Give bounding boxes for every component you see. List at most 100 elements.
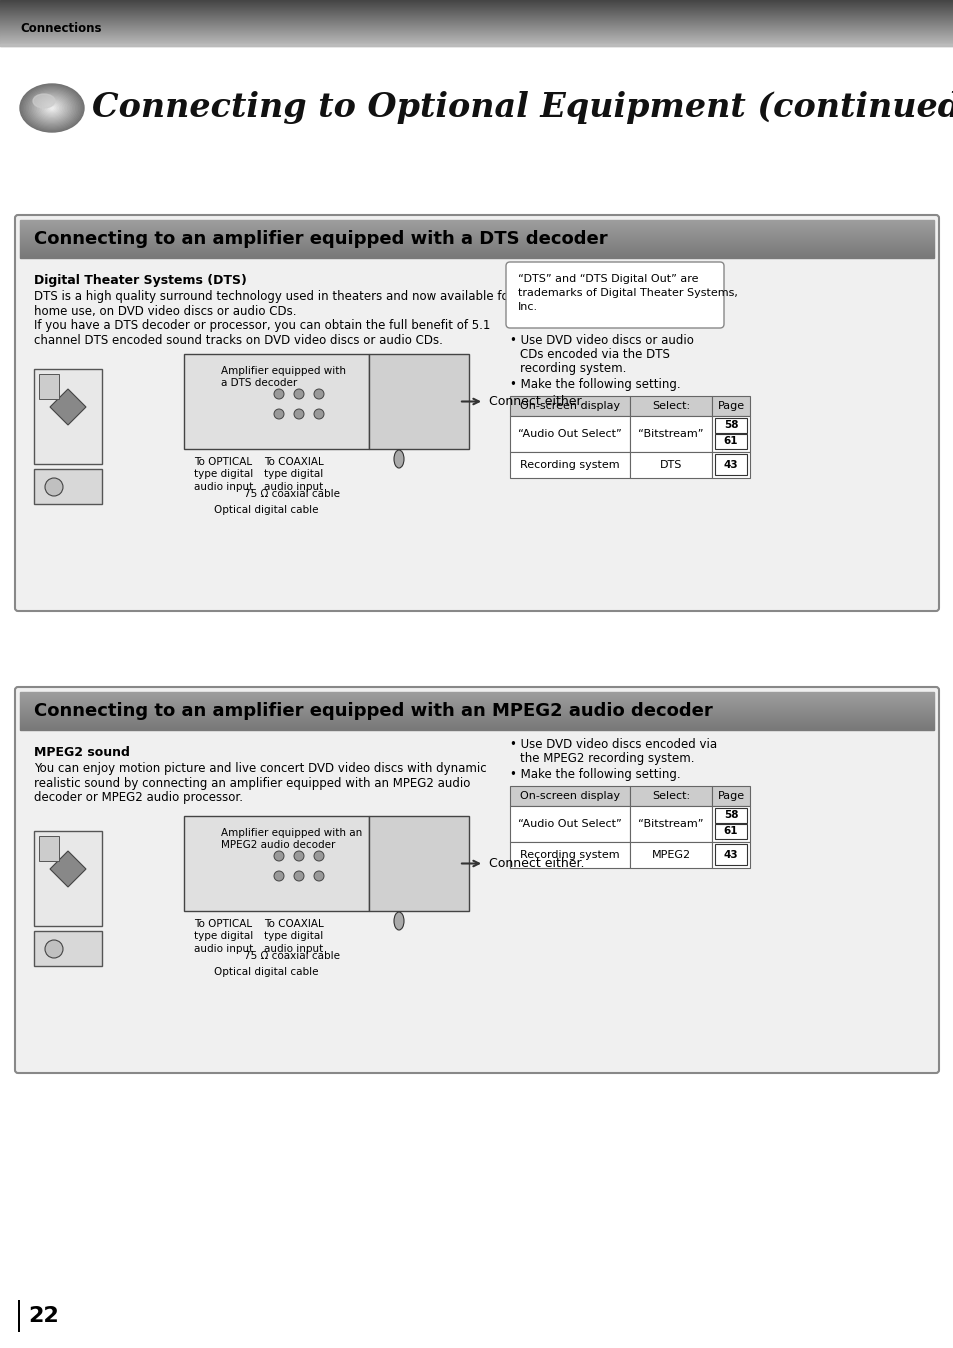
Text: On-screen display: On-screen display: [519, 791, 619, 801]
Text: MPEG2: MPEG2: [651, 851, 690, 860]
Ellipse shape: [25, 88, 79, 128]
Text: 75 Ω coaxial cable: 75 Ω coaxial cable: [244, 489, 339, 499]
Text: To COAXIAL
type digital
audio input: To COAXIAL type digital audio input: [264, 457, 323, 492]
Text: 22: 22: [28, 1306, 59, 1326]
Ellipse shape: [294, 851, 304, 861]
Text: Optical digital cable: Optical digital cable: [213, 506, 318, 515]
Text: realistic sound by connecting an amplifier equipped with an MPEG2 audio: realistic sound by connecting an amplifi…: [34, 776, 470, 790]
Bar: [510, 396, 629, 417]
Bar: [714, 844, 746, 865]
Text: Connecting to an amplifier equipped with an MPEG2 audio decoder: Connecting to an amplifier equipped with…: [34, 702, 712, 720]
Ellipse shape: [314, 851, 324, 861]
FancyBboxPatch shape: [15, 687, 938, 1073]
Bar: [18, 1299, 20, 1332]
Text: To COAXIAL
type digital
audio input: To COAXIAL type digital audio input: [264, 919, 323, 954]
Text: MPEG2 sound: MPEG2 sound: [34, 745, 130, 759]
Ellipse shape: [36, 96, 68, 120]
Text: “DTS” and “DTS Digital Out” are: “DTS” and “DTS Digital Out” are: [517, 274, 698, 284]
Bar: [510, 842, 629, 868]
Text: Page: Page: [717, 400, 743, 411]
Ellipse shape: [294, 408, 304, 419]
Text: Amplifier equipped with
a DTS decoder: Amplifier equipped with a DTS decoder: [221, 367, 346, 388]
Bar: [369, 816, 469, 911]
FancyBboxPatch shape: [505, 262, 723, 328]
Ellipse shape: [314, 871, 324, 882]
Ellipse shape: [34, 94, 70, 121]
Ellipse shape: [41, 100, 63, 116]
Ellipse shape: [20, 84, 84, 132]
Text: Connecting to an amplifier equipped with a DTS decoder: Connecting to an amplifier equipped with…: [34, 231, 607, 248]
Text: Optical digital cable: Optical digital cable: [213, 967, 318, 977]
Ellipse shape: [394, 913, 403, 930]
Text: To OPTICAL
type digital
audio input: To OPTICAL type digital audio input: [193, 919, 253, 954]
Text: Select:: Select:: [651, 791, 689, 801]
Text: DTS: DTS: [659, 460, 681, 470]
Ellipse shape: [39, 98, 65, 117]
Text: Recording system: Recording system: [519, 851, 619, 860]
Text: On-screen display: On-screen display: [519, 400, 619, 411]
Bar: [39, 836, 59, 861]
Ellipse shape: [22, 85, 82, 131]
Text: recording system.: recording system.: [519, 363, 626, 375]
Text: Connect either.: Connect either.: [489, 857, 584, 869]
Bar: [714, 454, 746, 474]
Ellipse shape: [30, 92, 74, 125]
Bar: [629, 786, 711, 806]
Bar: [629, 417, 711, 452]
Text: DTS is a high quality surround technology used in theaters and now available for: DTS is a high quality surround technolog…: [34, 290, 513, 303]
Text: 75 Ω coaxial cable: 75 Ω coaxial cable: [244, 950, 339, 961]
Bar: [0, 44, 953, 46]
Bar: [714, 807, 746, 824]
Text: the MPEG2 recording system.: the MPEG2 recording system.: [519, 752, 694, 766]
Text: decoder or MPEG2 audio processor.: decoder or MPEG2 audio processor.: [34, 791, 243, 803]
Ellipse shape: [33, 94, 55, 108]
Text: CDs encoded via the DTS: CDs encoded via the DTS: [519, 348, 669, 361]
Ellipse shape: [32, 93, 71, 123]
Text: 43: 43: [723, 849, 738, 860]
Text: Inc.: Inc.: [517, 302, 537, 311]
Ellipse shape: [45, 479, 63, 496]
Ellipse shape: [46, 104, 58, 113]
FancyBboxPatch shape: [15, 214, 938, 611]
Ellipse shape: [274, 408, 284, 419]
Ellipse shape: [394, 450, 403, 468]
Ellipse shape: [42, 101, 62, 115]
Bar: [34, 931, 102, 967]
Text: Amplifier equipped with an
MPEG2 audio decoder: Amplifier equipped with an MPEG2 audio d…: [221, 828, 362, 849]
Polygon shape: [50, 390, 86, 425]
Text: trademarks of Digital Theater Systems,: trademarks of Digital Theater Systems,: [517, 288, 737, 298]
Bar: [714, 824, 746, 838]
Text: Select:: Select:: [651, 400, 689, 411]
Ellipse shape: [51, 106, 53, 109]
Text: channel DTS encoded sound tracks on DVD video discs or audio CDs.: channel DTS encoded sound tracks on DVD …: [34, 333, 442, 346]
Text: Digital Theater Systems (DTS): Digital Theater Systems (DTS): [34, 274, 247, 287]
Text: “Audio Out Select”: “Audio Out Select”: [517, 820, 621, 829]
Bar: [711, 842, 749, 868]
Ellipse shape: [45, 940, 63, 958]
Bar: [629, 806, 711, 842]
Text: “Audio Out Select”: “Audio Out Select”: [517, 429, 621, 439]
Ellipse shape: [31, 93, 72, 124]
Text: 43: 43: [723, 460, 738, 469]
Ellipse shape: [49, 105, 55, 111]
Bar: [711, 452, 749, 479]
Bar: [711, 806, 749, 842]
Text: 61: 61: [723, 437, 738, 446]
Text: home use, on DVD video discs or audio CDs.: home use, on DVD video discs or audio CD…: [34, 305, 296, 318]
Text: 61: 61: [723, 826, 738, 837]
Ellipse shape: [37, 97, 67, 119]
Ellipse shape: [314, 390, 324, 399]
Ellipse shape: [23, 86, 81, 129]
Bar: [629, 396, 711, 417]
Ellipse shape: [294, 390, 304, 399]
Text: You can enjoy motion picture and live concert DVD video discs with dynamic: You can enjoy motion picture and live co…: [34, 762, 486, 775]
Bar: [711, 396, 749, 417]
Text: 58: 58: [723, 810, 738, 821]
Text: Page: Page: [717, 791, 743, 801]
Bar: [184, 816, 369, 911]
Ellipse shape: [28, 90, 76, 125]
Ellipse shape: [274, 390, 284, 399]
Bar: [510, 417, 629, 452]
Text: To OPTICAL
type digital
audio input: To OPTICAL type digital audio input: [193, 457, 253, 492]
Text: If you have a DTS decoder or processor, you can obtain the full benefit of 5.1: If you have a DTS decoder or processor, …: [34, 319, 490, 332]
